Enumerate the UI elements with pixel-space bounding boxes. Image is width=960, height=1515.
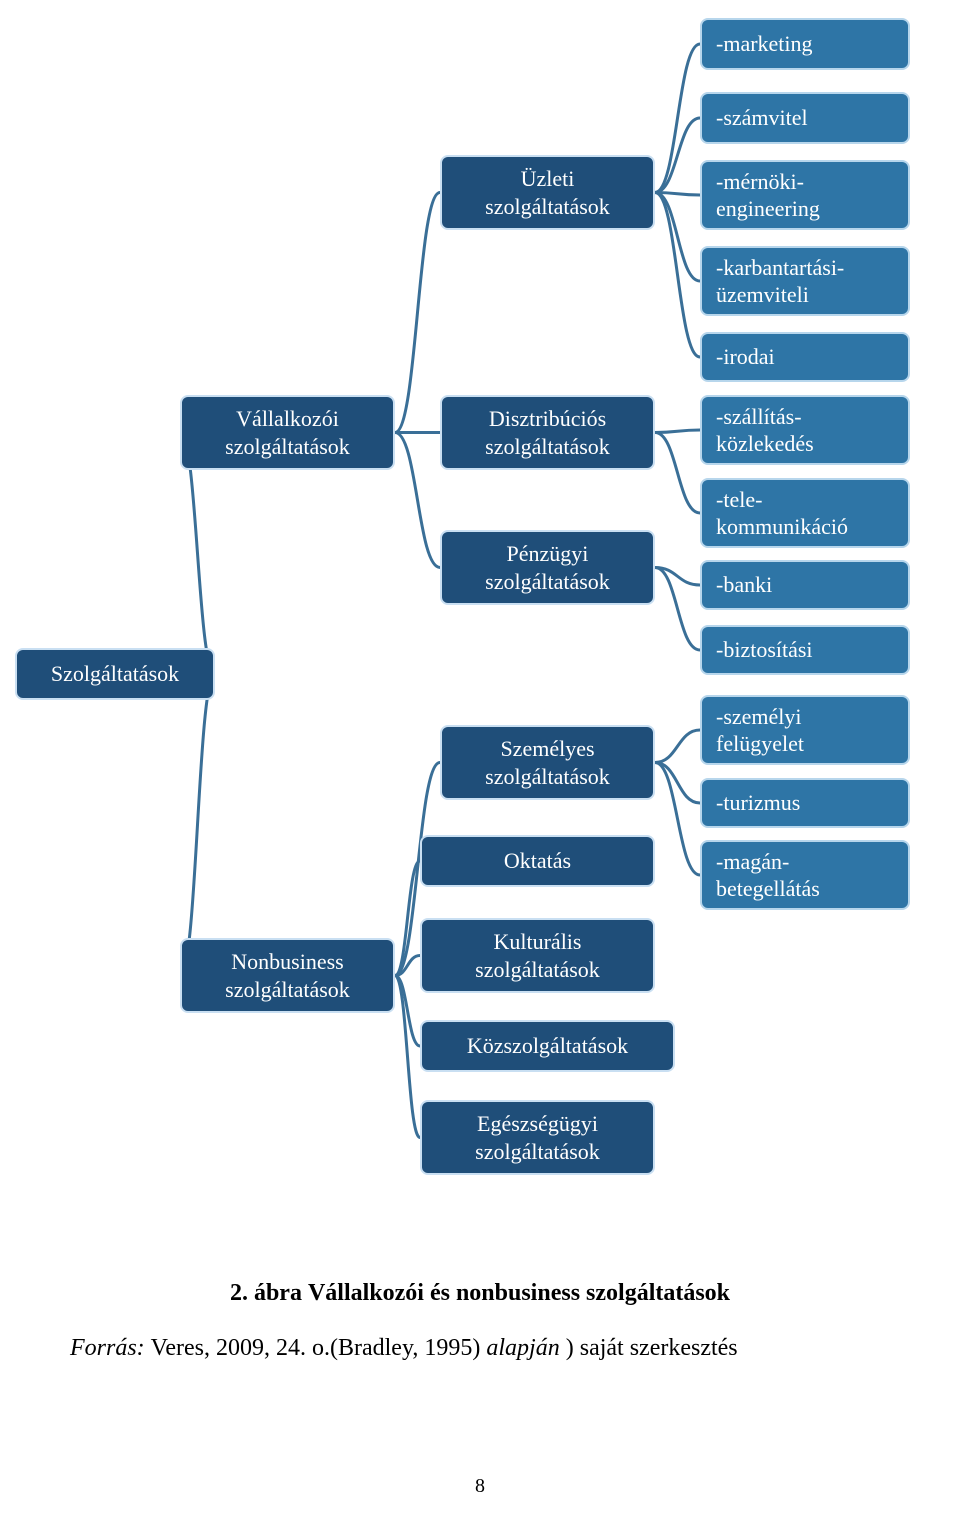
edge-szemelyes-maganbeteg (655, 763, 700, 876)
edge-root-nonbusiness (180, 674, 215, 976)
source-text3: ) saját szerkesztés (566, 1335, 738, 1361)
edge-uzleti-szamvitel (655, 118, 700, 193)
node-root: Szolgáltatások (15, 648, 215, 700)
figure-caption: 2. ábra Vállalkozói és nonbusiness szolg… (0, 1280, 960, 1307)
figure-source: Forrás: Veres, 2009, 24. o.(Bradley, 199… (70, 1335, 738, 1362)
source-text1: Veres, 2009, 24. o.(Bradley, 1995) (151, 1335, 487, 1361)
edge-uzleti-mernoki (655, 193, 700, 196)
edge-nonbusiness-kulturalis (395, 956, 420, 976)
node-szemelyes: Személyesszolgáltatások (440, 725, 655, 800)
node-kozszolg: Közszolgáltatások (420, 1020, 675, 1072)
node-penzugyi: Pénzügyiszolgáltatások (440, 530, 655, 605)
node-telekomm: -tele-kommunikáció (700, 478, 910, 548)
edge-penzugyi-banki (655, 568, 700, 586)
node-marketing: -marketing (700, 18, 910, 70)
node-szallitas: -szállítás-közlekedés (700, 395, 910, 465)
caption-number: 2. ábra (230, 1280, 302, 1306)
page-number: 8 (475, 1475, 485, 1498)
edge-diszt-szallitas (655, 430, 700, 433)
node-vallalkozoi: Vállalkozóiszolgáltatások (180, 395, 395, 470)
edge-uzleti-irodai (655, 193, 700, 358)
node-nonbusiness: Nonbusinessszolgáltatások (180, 938, 395, 1013)
edge-szemelyes-szemelyi (655, 730, 700, 763)
node-irodai: -irodai (700, 332, 910, 382)
node-karbant: -karbantartási-üzemviteli (700, 246, 910, 316)
edge-uzleti-karbant (655, 193, 700, 282)
node-szamvitel: -számvitel (700, 92, 910, 144)
node-oktatas: Oktatás (420, 835, 655, 887)
node-egeszseg: Egészségügyiszolgáltatások (420, 1100, 655, 1175)
edge-diszt-telekomm (655, 433, 700, 514)
node-biztositasi: -biztosítási (700, 625, 910, 675)
node-kulturalis: Kulturálisszolgáltatások (420, 918, 655, 993)
edge-uzleti-marketing (655, 44, 700, 193)
caption-title: Vállalkozói és nonbusiness szolgáltatáso… (308, 1280, 730, 1306)
edge-szemelyes-turizmus (655, 763, 700, 804)
edge-nonbusiness-kozszolg (395, 976, 420, 1047)
edge-vallalkozoi-uzleti (395, 193, 440, 433)
edge-vallalkozoi-penzugyi (395, 433, 440, 568)
source-prefix: Forrás: (70, 1335, 151, 1361)
edge-nonbusiness-oktatas (395, 861, 420, 976)
source-text2: alapján (486, 1335, 559, 1361)
node-banki: -banki (700, 560, 910, 610)
edge-nonbusiness-egeszseg (395, 976, 420, 1138)
node-szemelyi: -személyifelügyelet (700, 695, 910, 765)
edge-penzugyi-biztositasi (655, 568, 700, 651)
node-uzleti: Üzletiszolgáltatások (440, 155, 655, 230)
node-mernoki: -mérnöki-engineering (700, 160, 910, 230)
node-maganbeteg: -magán-betegellátás (700, 840, 910, 910)
node-diszt: Disztribúciósszolgáltatások (440, 395, 655, 470)
page: Szolgáltatások Vállalkozóiszolgáltatások N… (0, 0, 960, 1515)
node-turizmus: -turizmus (700, 778, 910, 828)
